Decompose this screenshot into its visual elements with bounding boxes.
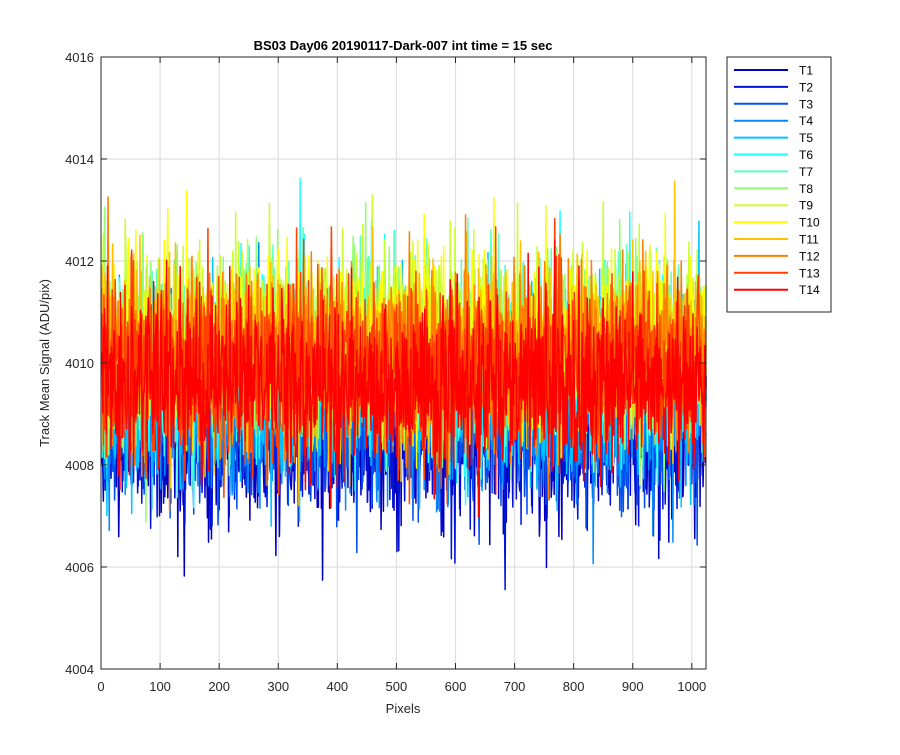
legend-label-t10: T10	[799, 216, 820, 230]
legend-label-t12: T12	[799, 249, 820, 263]
y-tick-label: 4010	[65, 356, 94, 371]
y-tick-label: 4006	[65, 560, 94, 575]
legend-label-t11: T11	[799, 233, 819, 247]
y-tick-label: 4004	[65, 662, 94, 677]
legend: T1 T2 T3 T4 T5 T6 T7 T8 T9 T10 T11 T12 T13 T14	[726, 56, 832, 313]
legend-label-t13: T13	[799, 266, 820, 280]
x-tick-label: 600	[445, 679, 467, 694]
x-tick-label: 100	[149, 679, 171, 694]
legend-label-t1: T1	[799, 64, 813, 78]
legend-label-t2: T2	[799, 80, 813, 94]
legend-label-t5: T5	[799, 131, 813, 145]
x-tick-label: 0	[97, 679, 104, 694]
legend-label-t7: T7	[799, 165, 813, 179]
legend-box	[726, 56, 832, 313]
legend-label-t4: T4	[799, 114, 813, 128]
series-line-t14	[100, 239, 707, 518]
y-axis: 4004 4006 4008 4010 4012 4014 4016	[65, 50, 706, 677]
x-tick-label: 500	[386, 679, 408, 694]
x-tick-label: 900	[622, 679, 644, 694]
x-axis: 0 100 200 300 400 500 600 700 800 900 1000	[97, 57, 706, 694]
x-tick-label: 800	[563, 679, 585, 694]
y-tick-label: 4012	[65, 254, 94, 269]
x-tick-label: 200	[208, 679, 230, 694]
x-axis-label: Pixels	[386, 701, 421, 716]
x-tick-label: 400	[326, 679, 348, 694]
legend-label-t8: T8	[799, 182, 813, 196]
x-tick-label: 700	[504, 679, 526, 694]
x-tick-label: 1000	[677, 679, 706, 694]
legend-label-t3: T3	[799, 97, 813, 111]
y-tick-label: 4014	[65, 152, 94, 167]
legend-label-t9: T9	[799, 199, 813, 213]
y-tick-label: 4008	[65, 458, 94, 473]
chart-title: BS03 Day06 20190117-Dark-007 int time = …	[254, 38, 553, 53]
y-axis-label: Track Mean Signal (ADU/pix)	[37, 279, 52, 447]
legend-label-t6: T6	[799, 148, 813, 162]
x-tick-label: 300	[267, 679, 289, 694]
y-tick-label: 4016	[65, 50, 94, 65]
series-layer	[100, 177, 707, 591]
legend-label-t14: T14	[799, 283, 820, 297]
